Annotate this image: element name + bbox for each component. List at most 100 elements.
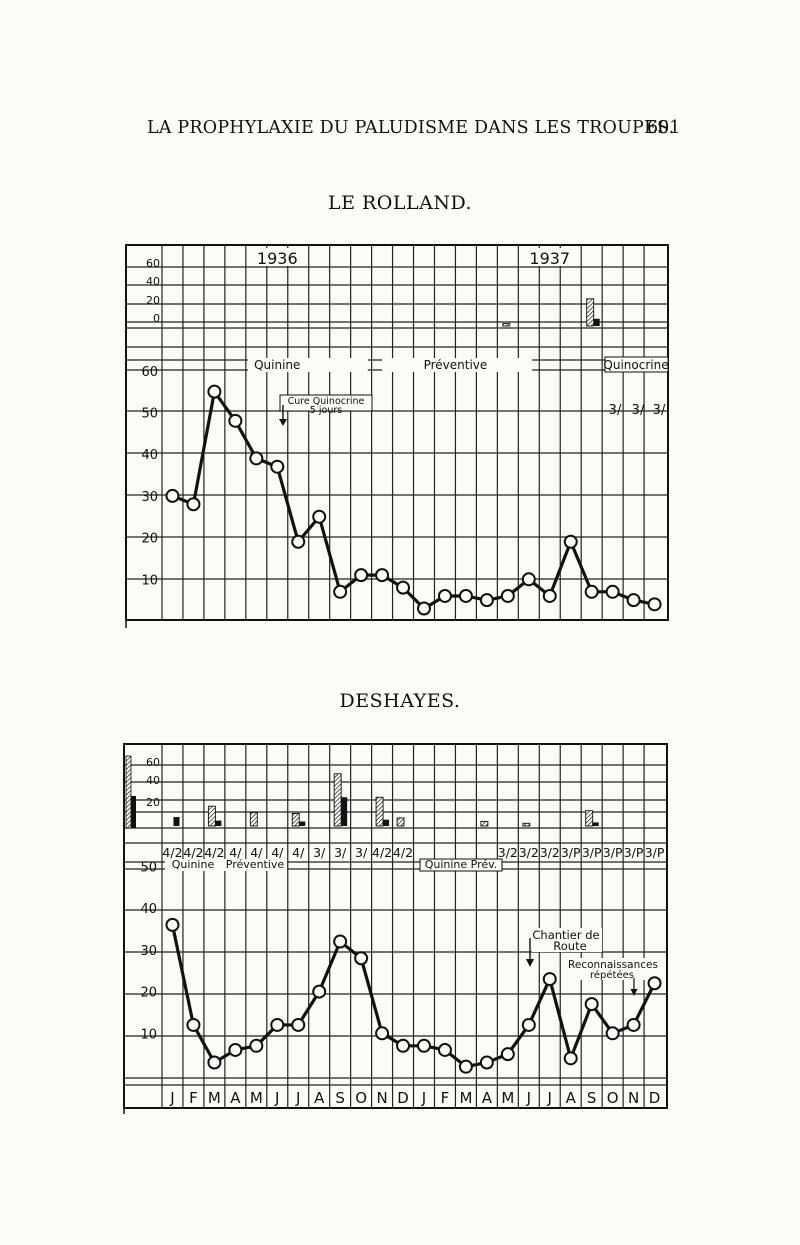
deshayes-point	[396, 1038, 411, 1053]
deshayes-bar-hatched	[333, 773, 342, 827]
deshayes-left-bar-hatched	[125, 755, 132, 829]
deshayes-point	[354, 951, 369, 966]
rolland-point	[207, 384, 222, 399]
rolland-point	[605, 584, 620, 599]
deshayes-y-tick: 30	[140, 944, 157, 959]
deshayes-month-label: F	[441, 1089, 450, 1107]
deshayes-month-label: M	[459, 1089, 472, 1107]
deshayes-annotation-repetees: répétées	[590, 969, 634, 981]
rolland-bar-hatched	[586, 298, 595, 327]
deshayes-month-label: J	[295, 1089, 300, 1107]
deshayes-month-label: J	[274, 1089, 279, 1107]
deshayes-annotation-mask	[532, 928, 602, 952]
deshayes-y-tick: 20	[140, 986, 157, 1001]
rolland-point	[458, 588, 473, 603]
deshayes-dose-label: 4/2	[204, 845, 224, 860]
rolland-dose-label: 3/	[653, 403, 666, 418]
deshayes-point	[165, 917, 180, 932]
rolland-frame	[125, 244, 669, 621]
rolland-point	[500, 588, 515, 603]
deshayes-point	[333, 934, 348, 949]
rolland-chart: 1936 1937 60 40 20 0 10 20 30 40 50 60 Quinine Préven…	[125, 244, 669, 628]
deshayes-y-tick: 50	[140, 861, 157, 876]
rolland-band-quinine: Quinine	[254, 358, 300, 372]
rolland-point	[396, 580, 411, 595]
deshayes-point	[542, 972, 557, 987]
deshayes-point	[207, 1055, 222, 1070]
deshayes-point	[458, 1059, 473, 1074]
deshayes-arrow-head	[630, 989, 638, 996]
deshayes-bar-hatched	[249, 812, 258, 827]
deshayes-point	[228, 1042, 243, 1057]
page-number: 601	[647, 118, 681, 138]
rolland-dose-label: 3/	[609, 403, 622, 418]
rolland-point	[291, 534, 306, 549]
deshayes-dose-label: 3/P	[645, 845, 665, 860]
deshayes-dose-label: 4/2	[393, 845, 413, 860]
rolland-band-mask	[247, 358, 368, 372]
deshayes-month-label: A	[314, 1089, 325, 1107]
rolland-band-box	[604, 356, 669, 373]
rolland-y-tick: 40	[141, 448, 158, 463]
running-head: LA PROPHYLAXIE DU PALUDISME DANS LES TRO…	[147, 118, 675, 138]
deshayes-bar-solid	[383, 819, 390, 826]
deshayes-point	[647, 976, 662, 991]
deshayes-dose-label: 3/2	[540, 845, 560, 860]
deshayes-month-label: D	[649, 1089, 661, 1107]
deshayes-month-label: J	[526, 1089, 531, 1107]
deshayes-annotation-reconnaissances: Reconnaissances	[568, 959, 658, 971]
deshayes-left-bar-solid	[131, 796, 136, 828]
deshayes-dose-label: 4/2	[162, 845, 182, 860]
deshayes-month-label: A	[566, 1089, 577, 1107]
rolland-annotation-box	[279, 394, 373, 412]
deshayes-dose-label: 3/	[355, 845, 368, 860]
rolland-year-mask	[525, 248, 574, 266]
deshayes-band-box	[419, 858, 503, 872]
deshayes-bar-hatched	[291, 812, 300, 827]
deshayes-dose-label: 4/	[292, 845, 305, 860]
rolland-point	[186, 497, 201, 512]
deshayes-month-label: J	[421, 1089, 426, 1107]
rolland-year-mask	[253, 248, 302, 266]
deshayes-y-tick: 10	[140, 1027, 157, 1042]
rolland-y-tick: 50	[141, 407, 158, 422]
deshayes-point	[291, 1017, 306, 1032]
deshayes-upper-tick: 20	[146, 796, 160, 809]
deshayes-point	[605, 1026, 620, 1041]
deshayes-month-label: A	[230, 1089, 241, 1107]
rolland-point	[479, 593, 494, 608]
deshayes-dose-label: 4/2	[372, 845, 392, 860]
deshayes-dose-label: 3/P	[603, 845, 623, 860]
rolland-point	[584, 584, 599, 599]
rolland-annotation-line1: Cure Quinocrine	[288, 396, 365, 407]
deshayes-annotation-route: Route	[553, 939, 586, 953]
deshayes-point	[563, 1051, 578, 1066]
deshayes-band-preventive: Préventive	[226, 858, 285, 871]
rolland-upper-tick: 60	[146, 257, 160, 270]
deshayes-dose-label: 3/P	[582, 845, 602, 860]
rolland-y-tick: 60	[141, 365, 158, 380]
deshayes-bar-solid	[341, 797, 348, 826]
deshayes-band-quinine-prev: Quinine Prév.	[425, 858, 498, 871]
rolland-point	[375, 568, 390, 583]
deshayes-dose-label: 4/	[250, 845, 263, 860]
deshayes-bar-hatched	[522, 822, 531, 827]
deshayes-band-mask	[165, 859, 287, 871]
deshayes-y-tick: 40	[140, 902, 157, 917]
deshayes-point	[521, 1017, 536, 1032]
rolland-point	[417, 601, 431, 616]
rolland-bar-hatched	[502, 323, 511, 327]
rolland-point	[354, 568, 369, 583]
rolland-point	[312, 509, 327, 524]
rolland-bar-solid	[593, 318, 600, 326]
deshayes-dose-label: 3/	[334, 845, 347, 860]
deshayes-month-label: F	[189, 1089, 198, 1107]
chart-title-rolland: LE ROLLAND.	[327, 192, 473, 214]
deshayes-month-label: N	[376, 1089, 387, 1107]
deshayes-annotation-mask	[564, 958, 664, 980]
deshayes-month-label: J	[547, 1089, 552, 1107]
deshayes-annotation-chantier: Chantier de	[532, 928, 599, 942]
deshayes-dose-label: 3/	[313, 845, 326, 860]
deshayes-month-label: O	[607, 1089, 619, 1107]
